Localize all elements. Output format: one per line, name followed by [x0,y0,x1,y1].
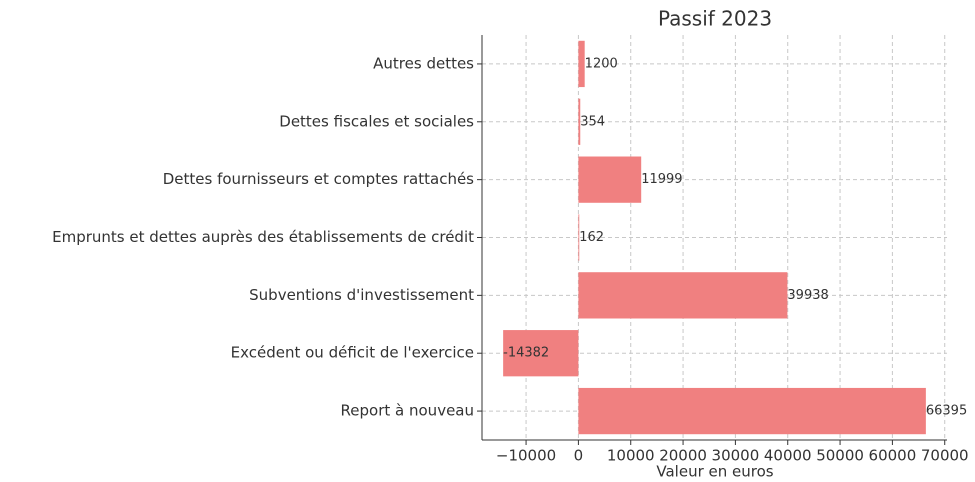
x-axis-label: Valeur en euros [656,463,773,481]
x-tick-label: 30000 [712,447,760,465]
value-label: 11999 [641,172,682,187]
value-label: 162 [579,230,604,245]
y-tick-label: Excédent ou déficit de l'exercice [231,344,474,362]
x-tick-label: 50000 [816,447,864,465]
value-label: -14382 [503,346,549,361]
y-tick-label: Subventions d'investissement [249,286,474,304]
bar [578,98,581,145]
y-tick-label: Emprunts et dettes auprès des établissem… [52,228,474,246]
y-tick-label: Report à nouveau [341,402,474,420]
value-label: 66395 [926,404,967,419]
x-tick-label: 70000 [921,447,969,465]
x-tick-label: 10000 [607,447,655,465]
bar [578,214,580,261]
chart-title: Passif 2023 [658,7,772,31]
value-label: 1200 [585,56,618,71]
x-tick-label: 60000 [869,447,917,465]
y-tick-label: Dettes fournisseurs et comptes rattachés [163,170,474,188]
x-tick-label: 20000 [659,447,707,465]
x-tick-label: −10000 [496,447,556,465]
y-tick-label: Autres dettes [373,54,474,72]
bar [578,387,926,435]
x-tick-label: 0 [574,447,584,465]
bar [503,330,579,377]
y-tick-label: Dettes fiscales et sociales [279,112,474,130]
value-label: 39938 [787,288,828,303]
bar [578,40,585,88]
bar [578,272,788,319]
bar [578,156,642,203]
value-label: 354 [580,114,605,129]
x-tick-label: 40000 [764,447,812,465]
